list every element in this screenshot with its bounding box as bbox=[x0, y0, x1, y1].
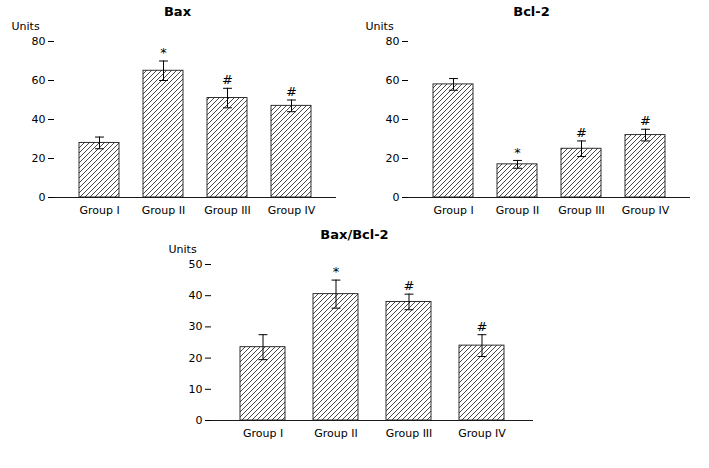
svg-text:Group I: Group I bbox=[79, 204, 119, 217]
svg-text:#: # bbox=[222, 72, 233, 87]
svg-text:Group IV: Group IV bbox=[458, 427, 506, 440]
svg-text:50: 50 bbox=[188, 258, 202, 271]
svg-text:#: # bbox=[576, 125, 587, 140]
svg-text:Group III: Group III bbox=[385, 427, 432, 440]
svg-text:*: * bbox=[332, 264, 339, 279]
svg-text:#: # bbox=[403, 278, 414, 293]
svg-text:Group II: Group II bbox=[495, 204, 538, 217]
svg-text:Units: Units bbox=[365, 20, 393, 33]
svg-text:20: 20 bbox=[188, 352, 202, 365]
svg-text:0: 0 bbox=[195, 414, 202, 427]
svg-text:20: 20 bbox=[31, 152, 45, 165]
svg-text:Group IV: Group IV bbox=[267, 204, 315, 217]
svg-text:0: 0 bbox=[38, 191, 45, 204]
svg-text:Units: Units bbox=[168, 243, 196, 256]
svg-text:0: 0 bbox=[392, 191, 399, 204]
html-text:Bax/Bcl-2: Bax/Bcl-2 bbox=[320, 227, 389, 242]
svg-text:60: 60 bbox=[385, 74, 399, 87]
html-text:Bax: Bax bbox=[164, 4, 191, 19]
svg-text:80: 80 bbox=[31, 35, 45, 48]
svg-text:Group III: Group III bbox=[204, 204, 251, 217]
svg-text:#: # bbox=[286, 84, 297, 99]
svg-text:#: # bbox=[476, 319, 487, 334]
svg-text:60: 60 bbox=[31, 74, 45, 87]
svg-text:80: 80 bbox=[385, 35, 399, 48]
svg-text:20: 20 bbox=[385, 152, 399, 165]
svg-text:40: 40 bbox=[385, 113, 399, 126]
svg-text:*: * bbox=[160, 45, 167, 60]
svg-text:*: * bbox=[514, 145, 521, 160]
svg-text:Group I: Group I bbox=[242, 427, 282, 440]
svg-text:Group III: Group III bbox=[558, 204, 605, 217]
svg-text:Group I: Group I bbox=[433, 204, 473, 217]
html-text:Bcl-2: Bcl-2 bbox=[513, 4, 550, 19]
svg-text:Units: Units bbox=[11, 20, 39, 33]
svg-text:#: # bbox=[640, 113, 651, 128]
svg-text:40: 40 bbox=[188, 289, 202, 302]
svg-text:40: 40 bbox=[31, 113, 45, 126]
svg-text:Group II: Group II bbox=[141, 204, 184, 217]
svg-text:10: 10 bbox=[188, 383, 202, 396]
svg-text:Group IV: Group IV bbox=[621, 204, 669, 217]
svg-text:30: 30 bbox=[188, 320, 202, 333]
svg-text:Group II: Group II bbox=[314, 427, 357, 440]
